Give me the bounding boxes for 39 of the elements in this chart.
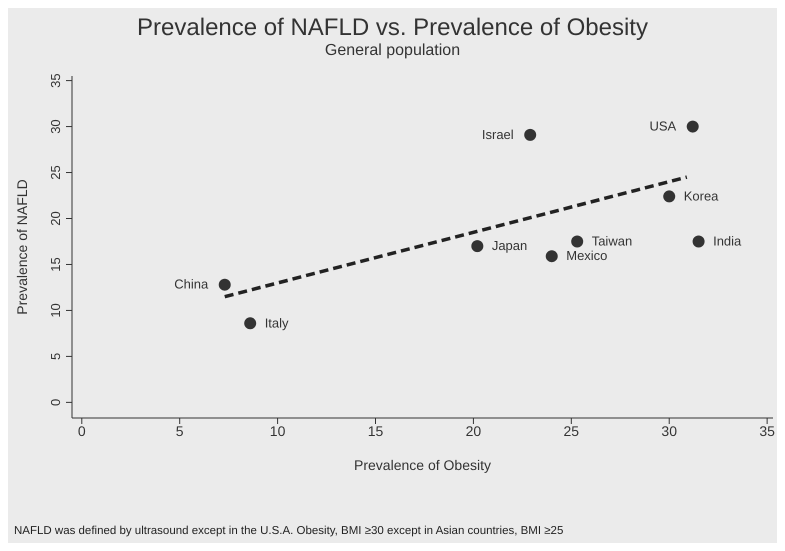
y-tick-label: 0 bbox=[48, 398, 63, 406]
point bbox=[692, 235, 705, 248]
series-label: China bbox=[174, 276, 209, 292]
point bbox=[524, 128, 536, 141]
y-tick-label: 35 bbox=[48, 73, 63, 88]
x-tick-label: 0 bbox=[78, 422, 86, 439]
series-label: Italy bbox=[264, 315, 290, 330]
series-label: Japan bbox=[492, 238, 528, 254]
y-tick-label: 30 bbox=[48, 119, 63, 134]
x-tick-label: 5 bbox=[176, 422, 184, 439]
point bbox=[686, 120, 699, 133]
point bbox=[571, 235, 584, 248]
chart-title: Prevalence of NAFLD vs. Prevalence of Obesity bbox=[136, 13, 649, 42]
chart-subtitle: General population bbox=[324, 42, 462, 60]
y-tick-label: 15 bbox=[48, 257, 63, 272]
series-label: Taiwan bbox=[592, 233, 632, 248]
x-tick-label: 30 bbox=[661, 422, 678, 439]
series-label: Mexico bbox=[566, 248, 608, 264]
y-tick-label: 5 bbox=[48, 352, 63, 360]
point bbox=[663, 190, 676, 202]
x-tick-label: 15 bbox=[368, 422, 384, 439]
x-tick-label: 25 bbox=[564, 422, 580, 439]
y-tick-label: 10 bbox=[48, 303, 63, 318]
series-label: India bbox=[713, 233, 742, 248]
y-tick-label: 25 bbox=[48, 165, 63, 180]
x-axis-title: Prevalence of Obesity bbox=[354, 457, 491, 473]
series-label: Israel bbox=[482, 126, 514, 142]
point bbox=[244, 317, 256, 330]
point bbox=[471, 240, 484, 252]
y-axis-title: Prevalence of NAFLD bbox=[14, 179, 30, 315]
y-tick-label: 20 bbox=[48, 211, 63, 226]
series-label: USA bbox=[649, 118, 677, 134]
point bbox=[218, 278, 231, 291]
series-label: Korea bbox=[684, 188, 720, 204]
point bbox=[546, 250, 558, 262]
text: NAFLD was defined by ultrasound except in the U.S.A. Obesity, BMI ≥30 except in Asian countries, BMI ≥25 bbox=[14, 525, 564, 537]
x-tick-label: 35 bbox=[759, 422, 776, 439]
x-tick-label: 20 bbox=[466, 422, 482, 439]
x-tick-label: 10 bbox=[270, 422, 286, 439]
